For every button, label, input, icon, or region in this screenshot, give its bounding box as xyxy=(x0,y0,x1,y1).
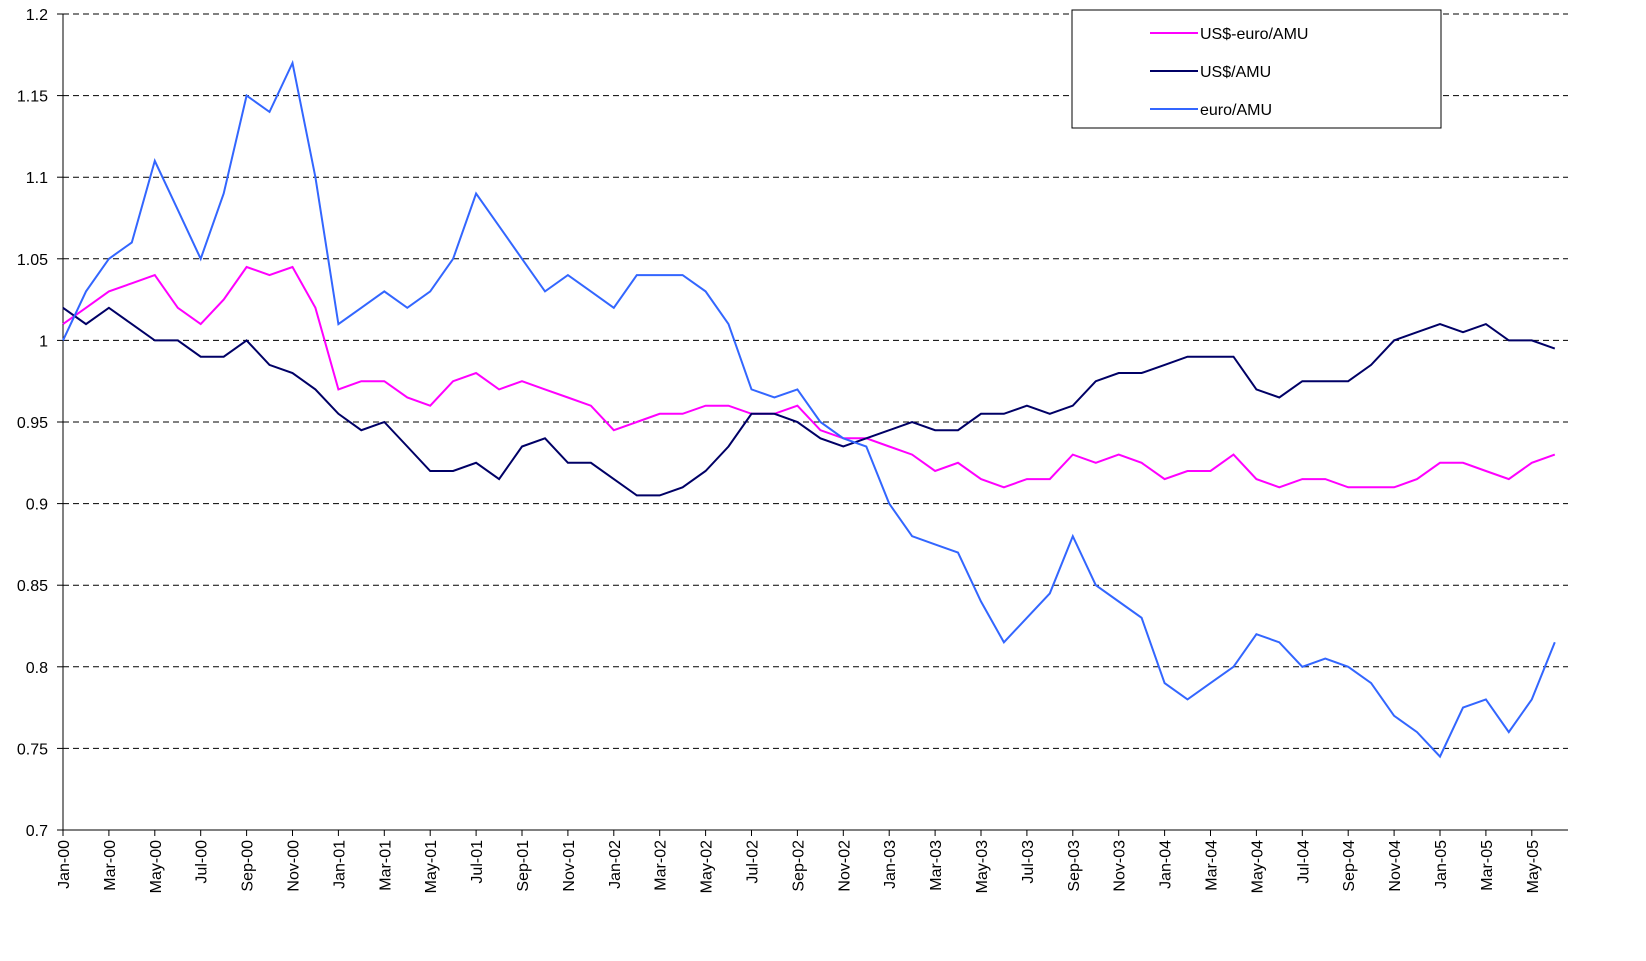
x-tick-label: Jan-01 xyxy=(331,840,348,889)
x-tick-label: Sep-02 xyxy=(790,840,807,892)
x-tick-label: Mar-03 xyxy=(928,840,945,891)
legend-label: US$/AMU xyxy=(1200,64,1271,81)
x-tick-label: May-05 xyxy=(1525,840,1542,893)
x-tick-label: May-04 xyxy=(1249,840,1266,893)
x-tick-label: Mar-00 xyxy=(102,840,119,891)
x-tick-label: Mar-05 xyxy=(1479,840,1496,891)
series-line xyxy=(62,306,1556,497)
y-tick-label: 0.9 xyxy=(26,497,48,514)
y-tick-label: 0.8 xyxy=(26,660,48,677)
x-tick-label: May-03 xyxy=(974,840,991,893)
x-tick-label: Jul-01 xyxy=(469,840,486,884)
x-tick-label: Jan-03 xyxy=(882,840,899,889)
x-tick-label: Mar-02 xyxy=(653,840,670,891)
x-tick-label: Jan-00 xyxy=(56,840,73,889)
x-tick-label: May-02 xyxy=(699,840,716,893)
x-tick-label: Nov-04 xyxy=(1387,840,1404,892)
x-tick-label: Sep-03 xyxy=(1066,840,1083,892)
series-line xyxy=(62,59,1556,759)
x-tick-label: Sep-00 xyxy=(240,840,257,892)
x-tick-label: Jan-05 xyxy=(1433,840,1450,889)
x-tick-label: Nov-03 xyxy=(1112,840,1129,892)
x-tick-label: Jul-03 xyxy=(1020,840,1037,884)
legend-box xyxy=(1071,9,1442,129)
x-tick-label: Sep-01 xyxy=(515,840,532,892)
x-tick-label: Jul-00 xyxy=(194,840,211,884)
x-tick-label: Jul-04 xyxy=(1295,840,1312,884)
x-tick-label: Jul-02 xyxy=(745,840,762,884)
y-tick-label: 0.7 xyxy=(26,823,48,840)
x-tick-label: Jan-02 xyxy=(607,840,624,889)
x-tick-label: Nov-01 xyxy=(561,840,578,892)
x-tick-label: May-00 xyxy=(148,840,165,893)
y-tick-label: 0.75 xyxy=(17,741,48,758)
y-tick-label: 1.05 xyxy=(17,252,48,269)
x-tick-label: May-01 xyxy=(423,840,440,893)
legend-label: US$-euro/AMU xyxy=(1200,26,1308,43)
x-tick-label: Jan-04 xyxy=(1158,840,1175,889)
x-tick-label: Sep-04 xyxy=(1341,840,1358,892)
legend-label: euro/AMU xyxy=(1200,102,1272,119)
y-tick-label: 1 xyxy=(39,333,48,350)
series-line xyxy=(62,265,1556,489)
y-tick-label: 1.2 xyxy=(26,7,48,24)
y-tick-label: 0.85 xyxy=(17,578,48,595)
x-tick-label: Mar-01 xyxy=(377,840,394,891)
y-tick-label: 0.95 xyxy=(17,415,48,432)
x-tick-label: Mar-04 xyxy=(1204,840,1221,891)
x-tick-label: Nov-02 xyxy=(836,840,853,892)
y-tick-label: 1.15 xyxy=(17,89,48,106)
x-tick-label: Nov-00 xyxy=(286,840,303,892)
y-tick-label: 1.1 xyxy=(26,170,48,187)
